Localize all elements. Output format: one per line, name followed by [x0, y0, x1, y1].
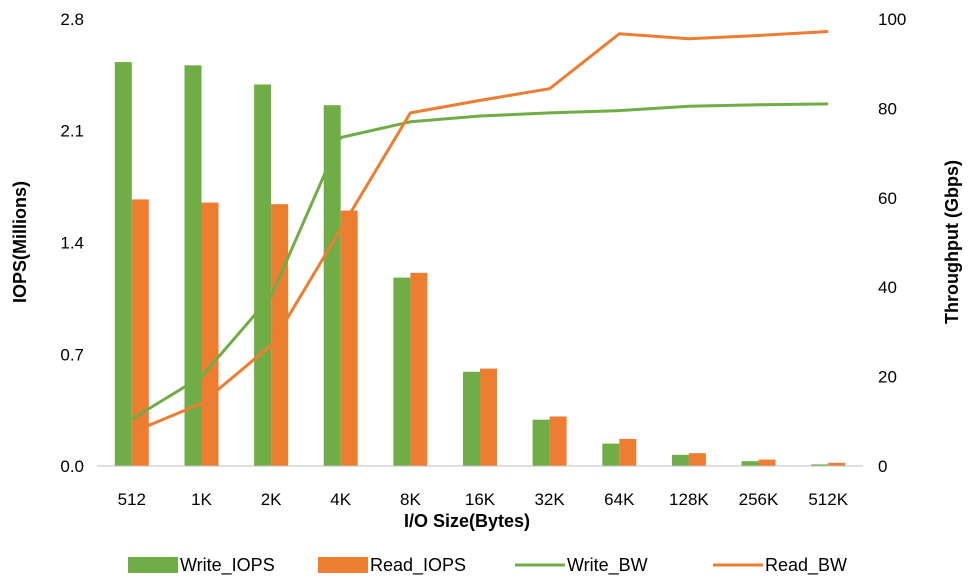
bar-read-iops-4k	[340, 210, 358, 466]
bar-write-iops-512	[114, 62, 132, 466]
bar-read-iops-8k	[410, 272, 428, 466]
bar-write-iops-512k	[811, 464, 829, 466]
bar-write-iops-128k	[671, 454, 689, 466]
legend-swatch-read-iops	[318, 557, 368, 573]
x-tick-label: 32K	[534, 490, 565, 509]
bar-write-iops-256k	[741, 461, 759, 466]
y-tick-label: 2.8	[60, 10, 84, 29]
line-write-bw	[131, 102, 829, 421]
y-tick-label: 1.4	[60, 234, 84, 253]
x-tick-label: 1K	[191, 490, 212, 509]
y2-tick-label: 0	[878, 457, 887, 476]
bar-read-iops-512	[131, 199, 149, 466]
y2-axis-title: Throughput (Gbps)	[942, 160, 962, 324]
y-tick-label: 0.7	[60, 345, 84, 364]
x-tick-label: 128K	[669, 490, 709, 509]
bar-write-iops-2k	[254, 84, 272, 466]
y-axis-title: IOPS(Millions)	[10, 181, 30, 303]
x-tick-label: 512	[118, 490, 146, 509]
bar-read-iops-128k	[688, 453, 706, 466]
y2-tick-label: 60	[878, 189, 897, 208]
y-tick-label: 0.0	[60, 457, 84, 476]
legend: Write_IOPS Read_IOPS Write_BW Read_BW	[128, 555, 847, 576]
bar-write-iops-32k	[532, 419, 550, 466]
x-axis-ticks: 512 1K 2K 4K 8K 16K 32K 64K 128K 256K 512K	[118, 490, 849, 509]
bar-read-iops-256k	[758, 459, 776, 466]
legend-label-read-iops: Read_IOPS	[370, 555, 466, 576]
legend-label-write-bw: Write_BW	[567, 555, 648, 576]
x-tick-label: 8K	[400, 490, 421, 509]
legend-label-write-iops: Write_IOPS	[180, 555, 275, 576]
x-tick-label: 2K	[261, 490, 282, 509]
bar-write-iops-64k	[602, 443, 620, 466]
bar-read-iops-512k	[828, 462, 846, 466]
y-axis-ticks: 0.0 0.7 1.4 2.1 2.8	[60, 10, 84, 476]
bar-write-iops-1k	[184, 65, 202, 467]
line-read-bw	[131, 30, 829, 434]
x-tick-label: 4K	[330, 490, 351, 509]
x-tick-label: 64K	[604, 490, 635, 509]
legend-swatch-write-iops	[128, 557, 178, 573]
bar-read-iops-64k	[619, 438, 637, 466]
bar-read-iops-1k	[201, 202, 219, 466]
x-axis-title: I/O Size(Bytes)	[404, 511, 530, 531]
y2-axis-ticks: 0 20 40 60 80 100	[878, 10, 906, 476]
bar-write-iops-8k	[393, 277, 411, 466]
bar-read-iops-16k	[480, 368, 497, 466]
bar-read-iops-2k	[271, 204, 289, 466]
x-tick-label: 512K	[808, 490, 848, 509]
bar-write-iops-16k	[463, 371, 480, 466]
y-tick-label: 2.1	[60, 122, 84, 141]
bar-read-iops-32k	[549, 416, 567, 466]
legend-label-read-bw: Read_BW	[765, 555, 847, 576]
bar-write-iops-4k	[323, 105, 341, 466]
bar-group	[114, 62, 846, 467]
y2-tick-label: 80	[878, 99, 897, 118]
x-tick-label: 256K	[739, 490, 779, 509]
y2-tick-label: 100	[878, 10, 906, 29]
y2-tick-label: 40	[878, 278, 897, 297]
y2-tick-label: 20	[878, 368, 897, 387]
x-tick-label: 16K	[465, 490, 496, 509]
line-group	[131, 30, 829, 434]
